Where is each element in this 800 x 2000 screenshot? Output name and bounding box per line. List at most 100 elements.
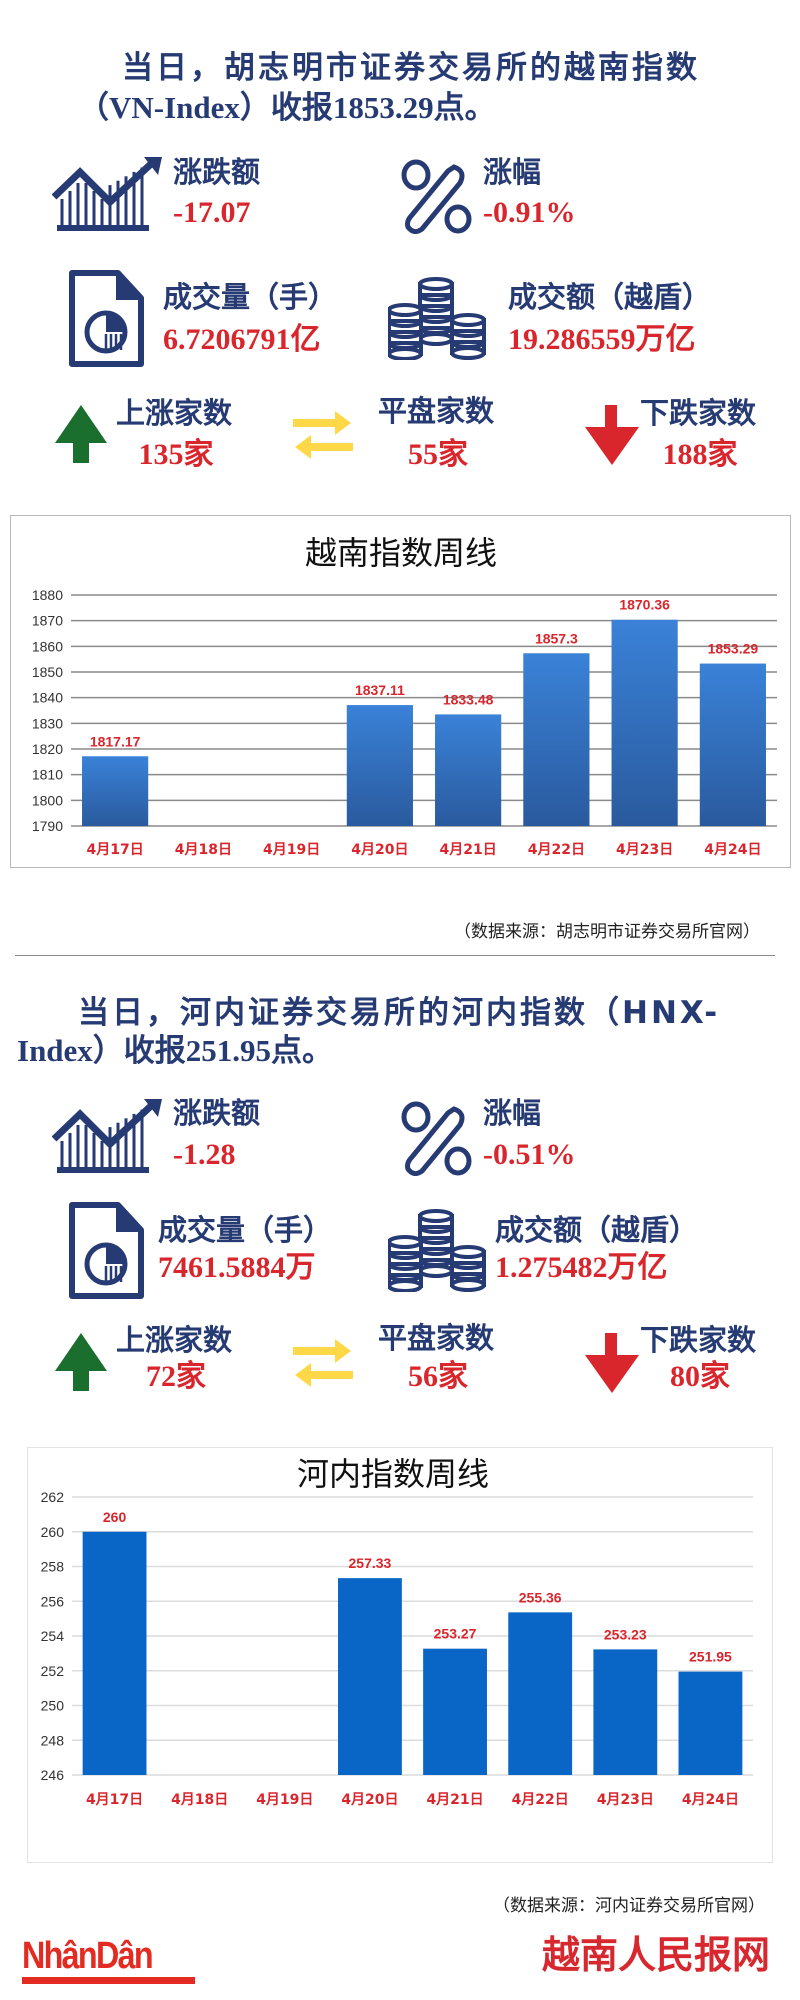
unchanged-label: 平盘家数 — [378, 394, 495, 428]
bar — [82, 1531, 147, 1775]
coins-icon — [388, 276, 486, 360]
unchanged-label: 平盘家数 — [378, 1321, 495, 1355]
y-tick-label: 1870 — [32, 613, 63, 629]
y-tick-label: 250 — [41, 1698, 65, 1714]
x-tick-label: 4月23日 — [597, 1792, 654, 1808]
data-label: 1870.36 — [619, 597, 670, 613]
advancers-value: 72家 — [146, 1360, 206, 1393]
x-tick-label: 4月24日 — [682, 1792, 739, 1808]
y-tick-label: 1880 — [32, 587, 63, 603]
bar — [82, 756, 149, 826]
y-tick-label: 254 — [41, 1628, 65, 1644]
change-label: 涨跌额 — [173, 155, 261, 189]
coins-icon — [388, 1208, 486, 1292]
hnx-index-weekly-chart: 河内指数周线 246 248 250 252 254 256 258 260 262 260 4月17… — [27, 1447, 773, 1863]
data-label: 1857.3 — [535, 630, 578, 646]
y-tick-label: 256 — [41, 1593, 65, 1609]
volume-label: 成交量（手） — [163, 280, 338, 314]
change-value: -1.28 — [173, 1138, 236, 1171]
data-label: 255.36 — [519, 1589, 562, 1605]
down-arrow-icon — [585, 1333, 639, 1393]
data-label: 1817.17 — [90, 733, 141, 749]
y-tick-label: 1820 — [32, 741, 63, 757]
unchanged-value: 55家 — [408, 438, 468, 471]
headline-line2: Index）收报251.95点。 — [17, 1033, 334, 1068]
decliners-label: 下跌家数 — [640, 1323, 757, 1357]
bar — [423, 1648, 487, 1775]
headline-line2: （VN-Index）收报1853.29点。 — [78, 90, 496, 125]
bar — [678, 1671, 743, 1775]
x-tick-label: 4月17日 — [86, 1792, 143, 1808]
vn-index-weekly-chart: 越南指数周线 1790 1800 1810 1820 1830 1840 1850 1860 18… — [10, 515, 791, 868]
nhandan-logo: NhânDân — [22, 1937, 195, 1984]
volume-value: 6.7206791亿 — [163, 323, 321, 356]
x-tick-label: 4月21日 — [426, 1792, 483, 1808]
bar — [338, 1578, 402, 1775]
turnover-label: 成交额（越盾） — [495, 1213, 699, 1247]
volume-label: 成交量（手） — [158, 1213, 333, 1247]
decliners-value: 80家 — [670, 1360, 730, 1393]
data-label: 1837.11 — [355, 682, 405, 698]
bar — [523, 653, 590, 826]
chart-title: 河内指数周线 — [297, 1455, 489, 1493]
swap-arrows-icon — [293, 409, 353, 461]
y-tick-label: 1800 — [32, 792, 63, 808]
decliners-label: 下跌家数 — [640, 396, 757, 430]
y-tick-label: 1810 — [32, 767, 63, 783]
y-tick-label: 246 — [41, 1767, 65, 1783]
bar — [699, 663, 766, 826]
bar — [611, 619, 678, 826]
bar-chart-svg: 河内指数周线 246 248 250 252 254 256 258 260 262 260 4月17… — [41, 1455, 753, 1808]
data-label: 253.23 — [604, 1626, 647, 1642]
y-tick-label: 258 — [41, 1559, 65, 1575]
bar — [346, 705, 413, 826]
data-label: 260 — [103, 1509, 127, 1525]
data-label: 251.95 — [689, 1649, 732, 1665]
x-tick-label: 4月19日 — [256, 1792, 313, 1808]
x-tick-label: 4月22日 — [512, 1792, 569, 1808]
x-tick-label: 4月23日 — [616, 842, 673, 858]
pct-value: -0.91% — [483, 196, 576, 229]
data-label: 1853.29 — [708, 641, 759, 657]
x-tick-label: 4月21日 — [440, 842, 497, 858]
percent-icon — [400, 159, 472, 234]
turnover-label: 成交额（越盾） — [508, 280, 712, 314]
swap-arrows-icon — [293, 1337, 353, 1389]
up-arrow-icon — [55, 405, 107, 465]
x-tick-label: 4月22日 — [528, 842, 585, 858]
section-divider — [15, 955, 775, 956]
data-source-2: （数据来源：河内证券交易所官网） — [493, 1896, 765, 1916]
up-arrow-icon — [55, 1333, 107, 1393]
bar — [435, 714, 502, 826]
y-tick-label: 252 — [41, 1663, 65, 1679]
change-label: 涨跌额 — [173, 1096, 261, 1130]
headline-line1: 当日，河内证券交易所的河内指数（HNX- — [78, 995, 721, 1031]
turnover-value: 1.275482万亿 — [495, 1251, 668, 1284]
pct-label: 涨幅 — [483, 1096, 542, 1130]
nhandan-site-name: 越南人民报网 — [541, 1933, 770, 1977]
data-label: 253.27 — [434, 1626, 477, 1642]
y-tick-label: 260 — [41, 1524, 65, 1540]
data-label: 1833.48 — [443, 691, 494, 707]
bar-chart-svg: 越南指数周线 1790 1800 1810 1820 1830 1840 1850 1860 18… — [32, 534, 777, 858]
y-tick-label: 1830 — [32, 715, 63, 731]
pct-label: 涨幅 — [483, 155, 542, 189]
data-source-1: （数据来源：胡志明市证券交易所官网） — [454, 922, 760, 942]
bar — [593, 1649, 658, 1775]
x-tick-label: 4月20日 — [341, 1792, 398, 1808]
volume-value: 7461.5884万 — [158, 1251, 316, 1284]
data-label: 257.33 — [349, 1555, 392, 1571]
change-value: -17.07 — [173, 196, 251, 229]
y-tick-label: 262 — [41, 1489, 65, 1505]
document-chart-icon — [68, 1202, 144, 1299]
document-chart-icon — [68, 270, 144, 367]
decliners-value: 188家 — [662, 438, 738, 471]
trend-chart-icon — [52, 157, 162, 232]
advancers-label: 上涨家数 — [116, 1323, 233, 1357]
nhandan-logo-text: NhânDân — [22, 1935, 154, 1977]
x-tick-label: 4月18日 — [175, 842, 232, 858]
percent-icon — [400, 1101, 472, 1176]
advancers-label: 上涨家数 — [116, 396, 233, 430]
down-arrow-icon — [585, 405, 639, 465]
bar — [508, 1612, 573, 1775]
